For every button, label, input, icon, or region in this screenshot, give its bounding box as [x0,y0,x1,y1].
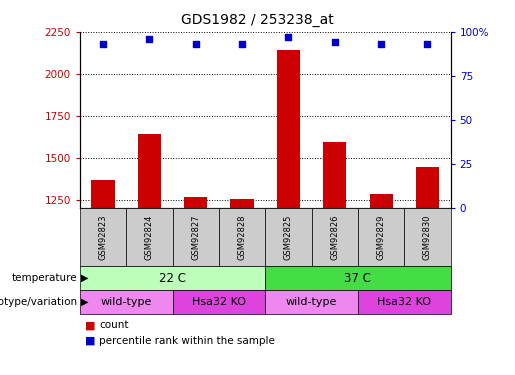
Text: temperature: temperature [12,273,77,283]
Text: GSM92830: GSM92830 [423,214,432,260]
Point [145,36,153,42]
Point [423,41,432,47]
Text: GSM92828: GSM92828 [237,214,247,260]
Point [331,39,339,45]
Bar [231,199,253,208]
Bar [416,167,439,208]
Text: GDS1982 / 253238_at: GDS1982 / 253238_at [181,13,334,27]
Text: wild-type: wild-type [286,297,337,307]
Text: ■: ■ [85,320,95,330]
Text: wild-type: wild-type [100,297,152,307]
Bar [92,180,114,208]
Text: 22 C: 22 C [159,272,186,285]
Text: ▶: ▶ [81,297,89,307]
Text: ■: ■ [85,336,95,346]
Point [192,41,200,47]
Point [99,41,107,47]
Text: GSM92829: GSM92829 [376,214,386,260]
Text: GSM92826: GSM92826 [330,214,339,260]
Point [377,41,385,47]
Point [238,41,246,47]
Text: count: count [99,320,129,330]
Text: percentile rank within the sample: percentile rank within the sample [99,336,276,346]
Text: ▶: ▶ [81,273,89,283]
Point [284,34,293,40]
Bar [277,50,300,208]
Text: GSM92825: GSM92825 [284,214,293,260]
Text: Hsa32 KO: Hsa32 KO [192,297,246,307]
Bar [369,194,392,208]
Text: Hsa32 KO: Hsa32 KO [377,297,431,307]
Bar [138,134,161,208]
Text: GSM92827: GSM92827 [191,214,200,260]
Bar [184,197,207,208]
Bar [323,142,346,208]
Text: 37 C: 37 C [345,272,371,285]
Text: GSM92823: GSM92823 [98,214,108,260]
Text: genotype/variation: genotype/variation [0,297,77,307]
Text: GSM92824: GSM92824 [145,214,154,260]
